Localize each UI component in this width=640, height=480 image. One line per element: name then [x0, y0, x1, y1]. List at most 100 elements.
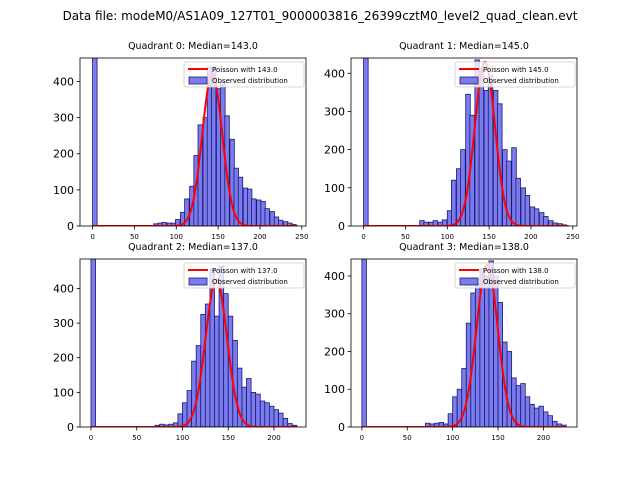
legend-line-label: Poisson with 137.0 [212, 267, 278, 275]
histogram-bar [214, 315, 220, 427]
legend: Poisson with 145.0 Observed distribution [454, 61, 576, 88]
histogram-bar [520, 383, 526, 427]
histogram-bar [90, 259, 96, 427]
x-tick-label: 200 [253, 233, 266, 241]
x-tick-label: 100 [176, 434, 189, 442]
chart-title: Quadrant 0: Median=143.0 [128, 41, 258, 52]
y-tick-label: 300 [53, 317, 74, 330]
y-tick-label: 0 [67, 220, 74, 233]
histogram-bar [538, 405, 544, 427]
y-tick-label: 300 [324, 308, 345, 321]
histogram-bar [543, 411, 549, 427]
y-tick-label: 0 [338, 220, 345, 233]
x-tick-label: 150 [211, 233, 224, 241]
y-tick-label: 200 [324, 345, 345, 358]
histogram-bar [524, 396, 531, 427]
legend: Poisson with 143.0 Observed distribution [183, 61, 305, 88]
histogram-bar [259, 400, 266, 427]
y-tick-label: 200 [53, 352, 74, 365]
x-tick-label: 100 [441, 233, 454, 241]
chart-panel-2: Quadrant 2: Median=137.0 0 50 100 150 200 0 100… [53, 242, 307, 442]
x-tick-label: 0 [361, 233, 365, 241]
plot-frame [79, 258, 307, 428]
y-tick-label: 300 [53, 112, 74, 125]
x-tick-label: 200 [537, 434, 550, 442]
legend-bar-swatch [188, 277, 208, 286]
histogram-bar [92, 58, 98, 226]
plot-frame [350, 258, 578, 428]
histogram-bar [237, 176, 244, 226]
histogram-bar [246, 378, 252, 427]
legend-bar-label: Observed distribution [212, 278, 288, 286]
histogram-bar [451, 179, 457, 226]
chart-panel-0: Quadrant 0: Median=143.0 0 50 100 150 200 250 0… [53, 41, 309, 241]
histogram-bar [441, 219, 448, 226]
x-tick-label: 200 [267, 434, 280, 442]
y-tick-label: 0 [67, 421, 74, 434]
y-tick-label: 200 [53, 148, 74, 161]
y-tick-label: 400 [324, 67, 345, 80]
x-tick-label: 0 [360, 434, 364, 442]
legend-bar-swatch [188, 76, 208, 85]
histogram-bar [282, 417, 289, 427]
histogram-bar [515, 385, 522, 427]
legend-bar-swatch [459, 277, 479, 286]
y-tick-label: 100 [53, 184, 74, 197]
chart-panel-1: Quadrant 1: Median=145.0 0 50 100 150 200 250 0… [324, 41, 580, 241]
x-tick-label: 100 [446, 434, 459, 442]
chart-panel-3: Quadrant 3: Median=138.0 0 50 100 150 200 0 100… [324, 242, 578, 442]
histogram-bar [264, 402, 270, 427]
y-tick-label: 0 [338, 421, 345, 434]
histogram-bar [543, 216, 549, 226]
legend-box [183, 262, 305, 289]
chart-title: Quadrant 2: Median=137.0 [128, 242, 258, 253]
histogram-bar [175, 219, 181, 226]
legend-bar-label: Observed distribution [483, 77, 559, 85]
x-tick-label: 50 [130, 233, 139, 241]
chart-title: Quadrant 3: Median=138.0 [399, 242, 529, 253]
histogram-bar [177, 413, 183, 427]
x-tick-label: 50 [132, 434, 141, 442]
histogram-bar [533, 208, 540, 226]
plot-area [361, 259, 567, 427]
histogram-bar [447, 413, 454, 427]
plot-area [90, 259, 298, 427]
histogram-bar [533, 407, 540, 427]
histogram-bar [255, 393, 261, 427]
y-tick-label: 100 [324, 182, 345, 195]
x-tick-label: 50 [403, 434, 412, 442]
plot-area [363, 58, 569, 226]
legend-box [454, 61, 576, 88]
chart-title: Quadrant 1: Median=145.0 [399, 41, 529, 52]
poisson-curve [363, 60, 569, 226]
histogram-bar [361, 259, 367, 427]
x-tick-label: 250 [295, 233, 308, 241]
histogram-bar [161, 221, 167, 226]
x-tick-label: 0 [90, 233, 94, 241]
x-tick-label: 0 [89, 434, 93, 442]
legend-box [183, 61, 305, 88]
legend-bar-label: Observed distribution [483, 278, 559, 286]
figure-title: Data file: modeM0/AS1A09_127T01_90000038… [63, 9, 578, 23]
histogram-bar [269, 405, 275, 427]
plot-frame [79, 57, 307, 227]
y-tick-label: 100 [53, 386, 74, 399]
histogram-bar [251, 198, 257, 226]
histogram-bar [452, 396, 458, 427]
y-tick-label: 300 [324, 105, 345, 118]
x-tick-label: 150 [222, 434, 235, 442]
histogram-bar [273, 409, 279, 427]
x-tick-label: 150 [491, 434, 504, 442]
legend-line-label: Poisson with 145.0 [483, 66, 549, 74]
histogram-bar [184, 198, 190, 226]
y-tick-label: 200 [324, 144, 345, 157]
histogram-bar [547, 415, 553, 427]
histogram-bar [478, 69, 485, 226]
histogram-bar [460, 149, 466, 226]
histogram-bar [506, 160, 512, 226]
x-tick-label: 100 [170, 233, 183, 241]
histogram-bar [423, 221, 429, 226]
poisson-curve [92, 73, 298, 226]
histogram-bar [515, 177, 521, 226]
